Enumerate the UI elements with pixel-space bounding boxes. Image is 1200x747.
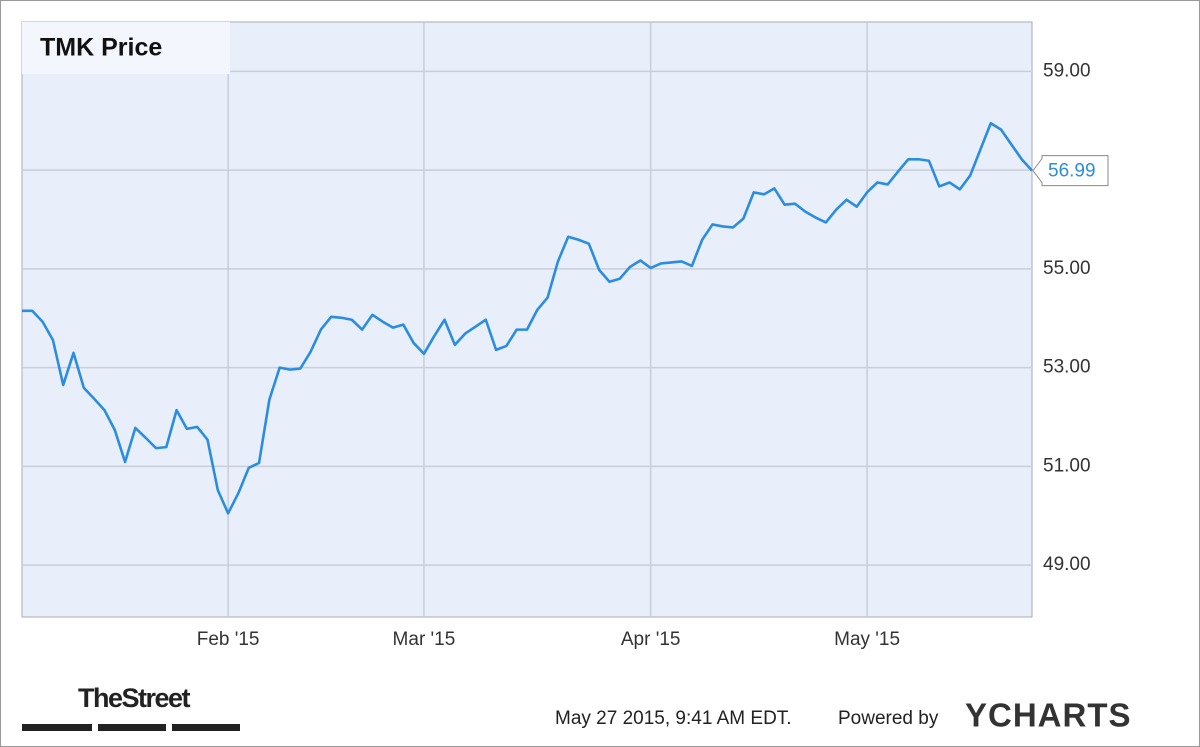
publisher-logo: TheStreet <box>78 683 191 713</box>
y-tick-label: 49.00 <box>1043 554 1091 575</box>
x-tick-label: May '15 <box>834 629 900 650</box>
timestamp: May 27 2015, 9:41 AM EDT. <box>555 708 792 729</box>
logo-bar <box>172 724 240 731</box>
y-tick-label: 55.00 <box>1043 258 1091 279</box>
powered-by: Powered by <box>838 708 939 729</box>
x-tick-label: Feb '15 <box>197 629 260 650</box>
y-tick-label: 51.00 <box>1043 455 1091 476</box>
logo-bar <box>22 724 92 731</box>
y-tick-label: 53.00 <box>1043 357 1091 378</box>
x-tick-label: Apr '15 <box>621 629 681 650</box>
x-tick-label: Mar '15 <box>393 629 456 650</box>
title-box <box>22 22 230 74</box>
price-line <box>22 121 1033 515</box>
last-value-label: 56.99 <box>1048 161 1096 182</box>
y-tick-label: 59.00 <box>1043 60 1091 81</box>
plot-area <box>21 21 1033 618</box>
chart-title: TMK Price <box>40 34 162 62</box>
last-value-callout <box>1032 155 1109 187</box>
logo-bar <box>98 724 166 731</box>
brand-logo: YCHARTS <box>965 697 1132 734</box>
